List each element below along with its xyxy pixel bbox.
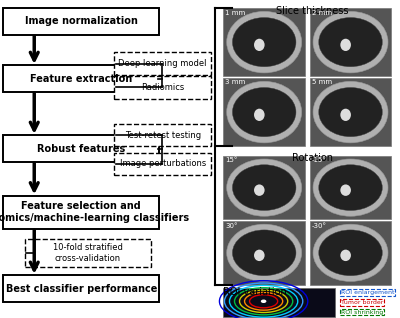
Text: -15°: -15°: [312, 157, 327, 163]
FancyBboxPatch shape: [224, 78, 305, 146]
Text: 2 mm: 2 mm: [312, 10, 332, 16]
Ellipse shape: [319, 17, 382, 67]
Ellipse shape: [313, 81, 388, 143]
Text: 30°: 30°: [226, 223, 238, 229]
Text: Robust features: Robust features: [37, 144, 126, 154]
Text: Feature extraction: Feature extraction: [30, 74, 132, 84]
FancyBboxPatch shape: [310, 8, 391, 76]
Text: Radiomics: Radiomics: [141, 83, 184, 92]
Text: Rotation: Rotation: [292, 153, 333, 162]
Ellipse shape: [232, 87, 296, 137]
Text: 1 mm: 1 mm: [226, 10, 246, 16]
Ellipse shape: [340, 39, 351, 51]
Text: 15°: 15°: [226, 157, 238, 163]
FancyBboxPatch shape: [114, 124, 211, 146]
Ellipse shape: [227, 224, 302, 281]
FancyBboxPatch shape: [224, 8, 305, 76]
FancyBboxPatch shape: [3, 135, 160, 162]
Ellipse shape: [313, 159, 388, 216]
Text: Tumor border: Tumor border: [341, 300, 383, 305]
Ellipse shape: [261, 300, 266, 303]
FancyBboxPatch shape: [3, 65, 160, 92]
Text: ROI enlargement: ROI enlargement: [341, 290, 394, 295]
Ellipse shape: [319, 230, 382, 276]
Text: ROI shrinking: ROI shrinking: [341, 310, 383, 315]
FancyBboxPatch shape: [3, 196, 160, 229]
FancyBboxPatch shape: [3, 275, 160, 302]
Ellipse shape: [313, 11, 388, 73]
Ellipse shape: [340, 250, 351, 261]
Text: Image normalization: Image normalization: [25, 17, 138, 26]
Ellipse shape: [254, 39, 265, 51]
Text: Test-retest testing: Test-retest testing: [124, 131, 201, 140]
Ellipse shape: [319, 87, 382, 137]
FancyBboxPatch shape: [224, 288, 335, 317]
Ellipse shape: [232, 17, 296, 67]
Ellipse shape: [340, 109, 351, 121]
Text: Slice thickness: Slice thickness: [276, 6, 349, 16]
FancyBboxPatch shape: [114, 153, 211, 175]
Text: Best classifier performance: Best classifier performance: [6, 284, 157, 294]
Ellipse shape: [254, 109, 265, 121]
Text: -30°: -30°: [312, 223, 327, 229]
FancyBboxPatch shape: [3, 8, 160, 35]
Text: 10-fold stratified
cross-validation: 10-fold stratified cross-validation: [53, 243, 123, 263]
Text: Feature selection and
Radiomics/machine-learning classifiers: Feature selection and Radiomics/machine-…: [0, 201, 189, 224]
Ellipse shape: [227, 11, 302, 73]
FancyBboxPatch shape: [310, 78, 391, 146]
Ellipse shape: [319, 165, 382, 211]
FancyBboxPatch shape: [310, 221, 391, 285]
FancyBboxPatch shape: [310, 156, 391, 219]
Text: 5 mm: 5 mm: [312, 80, 332, 86]
FancyBboxPatch shape: [114, 52, 211, 75]
Ellipse shape: [232, 230, 296, 276]
Text: Deep learning model: Deep learning model: [118, 59, 207, 68]
Text: Image perturbations: Image perturbations: [120, 159, 206, 168]
Ellipse shape: [254, 184, 265, 196]
Ellipse shape: [254, 250, 265, 261]
FancyBboxPatch shape: [224, 156, 305, 219]
Ellipse shape: [313, 224, 388, 281]
Ellipse shape: [232, 165, 296, 211]
FancyBboxPatch shape: [25, 238, 151, 267]
Ellipse shape: [227, 159, 302, 216]
Ellipse shape: [227, 81, 302, 143]
FancyBboxPatch shape: [114, 76, 211, 99]
Text: ROI variation: ROI variation: [224, 287, 287, 297]
Text: 3 mm: 3 mm: [226, 80, 246, 86]
FancyBboxPatch shape: [224, 221, 305, 285]
Ellipse shape: [340, 184, 351, 196]
